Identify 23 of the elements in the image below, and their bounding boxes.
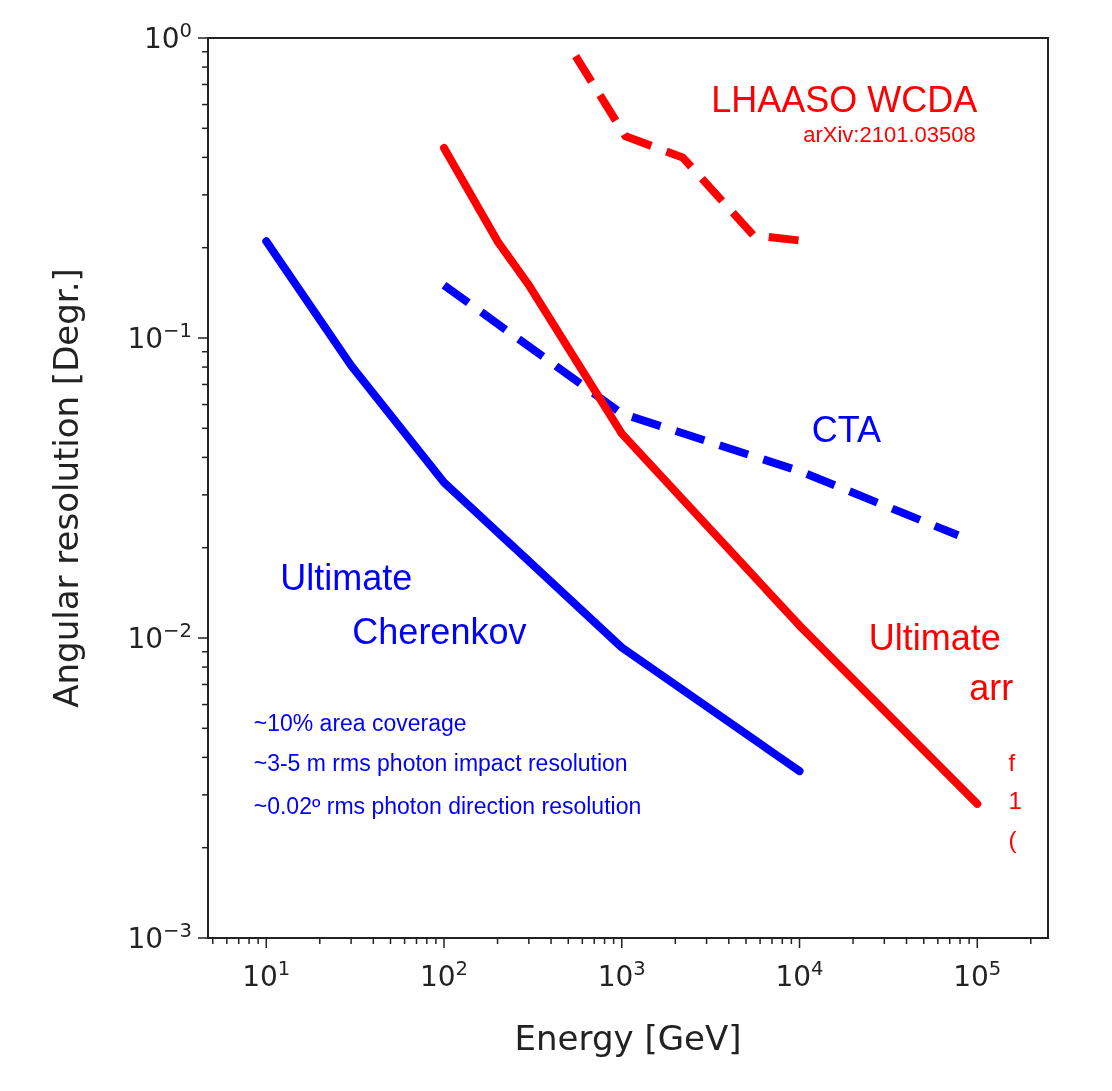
annotation: arr (969, 667, 1014, 709)
y-axis-title: Angular resolution [Degr.] (46, 268, 86, 708)
series-label: LHAASO WCDA (711, 79, 978, 121)
y-tick-label: 10$^{0}$ (143, 18, 192, 55)
y-tick-label: 10$^{−3}$ (127, 918, 192, 955)
annotation: ~3-5 m rms photon impact resolution (253, 750, 628, 777)
x-tick-label: 10$^{5}$ (953, 956, 1002, 993)
annotation: ( (1008, 825, 1017, 853)
annotation: ~10% area coverage (253, 709, 467, 736)
x-axis-title: Energy [GeV] (514, 1018, 742, 1058)
annotation: f (1008, 749, 1016, 777)
x-tick-label: 10$^{4}$ (775, 956, 824, 993)
annotation: Ultimate (868, 617, 1001, 659)
x-tick-label: 10$^{3}$ (597, 956, 646, 993)
series-label: CTA (811, 409, 881, 451)
y-tick-label: 10$^{−2}$ (127, 618, 192, 655)
series-label: Ultimate Cherenkov (280, 557, 527, 653)
x-tick-label: 10$^{2}$ (419, 956, 469, 993)
y-tick-label: 10$^{−1}$ (127, 318, 192, 355)
annotation: 1 (1008, 786, 1022, 814)
annotation: arXiv:2101.03508 (803, 122, 976, 148)
annotation: ~0.02º rms photon direction resolution (253, 792, 642, 819)
x-tick-label: 10$^{1}$ (242, 956, 291, 993)
